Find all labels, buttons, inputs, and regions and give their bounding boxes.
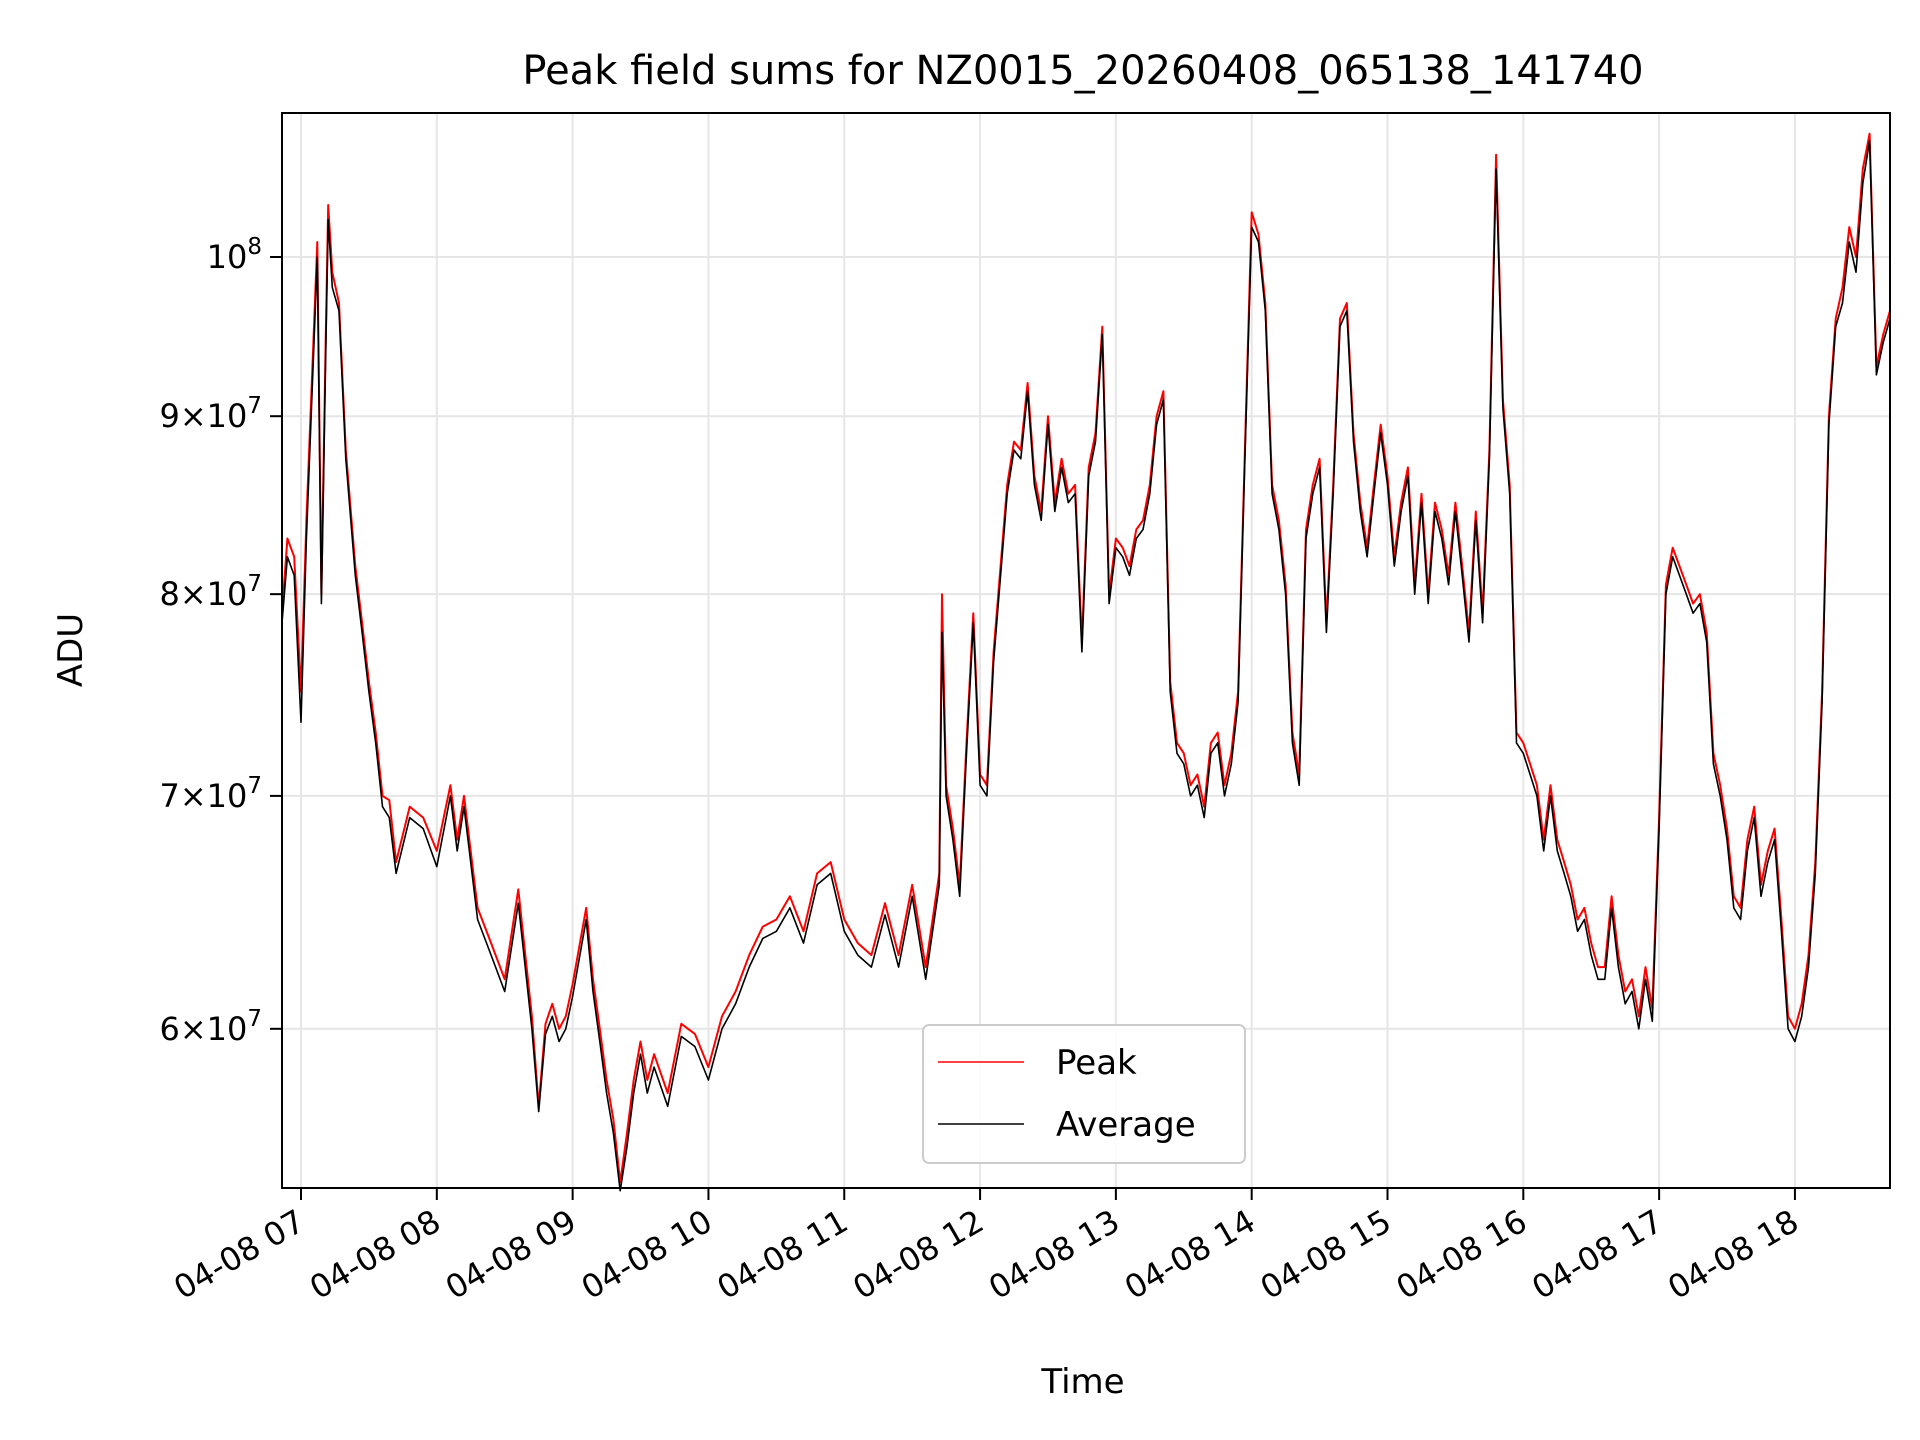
x-axis-label: Time [1040,1362,1124,1402]
y-axis: 6×107 7×107 8×107 9×107 108 [159,234,282,1048]
legend-label-average: Average [1056,1105,1196,1145]
y-tick-label: 6×107 [159,1006,262,1048]
y-tick-label: 108 [207,234,262,276]
legend-label-peak: Peak [1056,1043,1137,1083]
y-tick-label: 8×107 [159,571,262,613]
series-layer [281,132,1891,1192]
y-axis-label: ADU [51,613,91,687]
y-tick-label: 7×107 [159,773,262,815]
legend: Peak Average [922,1024,1246,1164]
series-line-average [281,139,1891,1192]
chart-title: Peak field sums for NZ0015_20260408_0651… [522,48,1643,94]
plot-frame [281,112,1891,1189]
y-tick-label: 9×107 [159,393,262,435]
legend-box [922,1024,1246,1164]
grid [282,113,1890,1188]
